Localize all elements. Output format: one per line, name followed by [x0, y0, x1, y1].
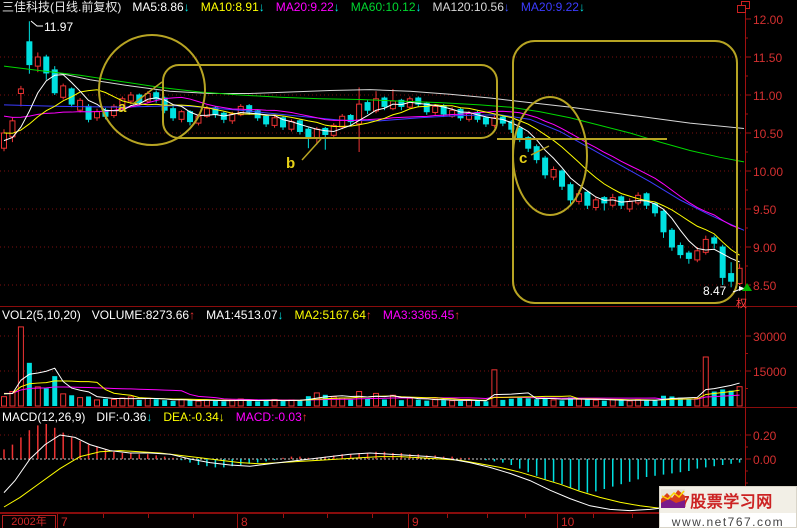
month-separator	[57, 514, 58, 528]
axis-tick-label: 30000	[753, 330, 787, 344]
up-arrow-icon: ↑	[189, 308, 196, 322]
high-price-label: 11.97	[44, 20, 74, 34]
axis-tick-label: 10.00	[753, 165, 784, 179]
cascade-windows-icon[interactable]	[737, 1, 751, 13]
main-legend-item: MA5:8.86↓	[132, 0, 190, 14]
main-legend-item: MA60:10.12↓	[350, 0, 422, 14]
macd-legend-item: MACD:-0.03↑	[235, 410, 308, 424]
axis-tick-label: 12.00	[753, 13, 784, 27]
volume-legend: VOL2(5,10,20) VOLUME:8273.66↑ MA1:4513.07↓…	[2, 309, 460, 322]
macd-legend-item: MACD(12,26,9)	[2, 410, 86, 424]
macd-histogram	[3, 424, 741, 493]
down-arrow-icon: ↓	[277, 308, 284, 322]
down-arrow-icon: ↓	[578, 0, 585, 14]
down-arrow-icon: ↓	[503, 0, 510, 14]
axis-tick-label: 11.50	[753, 51, 783, 65]
up-arrow-icon: ↑	[301, 410, 308, 424]
week-tick	[632, 514, 633, 518]
week-tick	[327, 514, 328, 518]
ex-rights-marker: 权	[736, 298, 747, 310]
week-tick	[525, 514, 526, 518]
week-tick	[283, 514, 284, 518]
week-tick	[593, 514, 594, 518]
month-separator	[557, 514, 558, 528]
month-separator	[237, 514, 238, 528]
volume-legend-item: MA3:3365.45↑	[382, 308, 461, 322]
watermark-url[interactable]: www.net767.com	[671, 515, 785, 528]
month-label-8: 8	[241, 515, 248, 528]
volume-ma-lines	[3, 367, 740, 402]
week-tick	[487, 514, 488, 518]
annotation-letter-b: b	[286, 155, 296, 172]
analyst-annotations	[98, 34, 738, 304]
axis-tick-label: 8.50	[753, 279, 777, 293]
volume-legend-item: MA1:4513.07↓	[206, 308, 284, 322]
main-legend-item: MA20:9.22↓	[520, 0, 585, 14]
main-chart-legend: 三佳科技(日线.前复权) MA5:8.86↓ MA10:8.91↓ MA20:9.22…	[2, 1, 585, 14]
volume-legend-item: VOL2(5,10,20)	[2, 308, 81, 322]
down-arrow-icon: ↓	[183, 0, 190, 14]
watermark-logo-icon	[661, 489, 685, 508]
year-label: 2002年	[2, 515, 56, 528]
event-triangle-icon	[742, 283, 752, 291]
macd-lines	[3, 434, 745, 512]
month-separator	[408, 514, 409, 528]
month-label-7: 7	[61, 515, 68, 528]
month-label-9: 9	[412, 515, 419, 528]
watermark-767: 767股票学习网 www.net767.com	[659, 486, 797, 528]
macd-legend: MACD(12,26,9) DIF:-0.36↓ DEA:-0.34↓ MACD:-0…	[2, 411, 308, 424]
axis-tick-label: 0.00	[753, 453, 777, 467]
week-tick	[148, 514, 149, 518]
volume-legend-item: MA2:5167.64↑	[294, 308, 372, 322]
up-arrow-icon: ↑	[454, 308, 461, 322]
pane-borders	[0, 10, 797, 513]
month-label-10: 10	[561, 515, 575, 528]
down-arrow-icon: ↓	[333, 0, 340, 14]
price-pointers	[30, 20, 752, 293]
annotation-letter-c: c	[519, 150, 528, 167]
week-tick	[372, 514, 373, 518]
annotation-letter-a: a	[118, 99, 127, 116]
down-arrow-icon: ↓	[258, 0, 265, 14]
main-legend-item: 三佳科技(日线.前复权)	[2, 0, 122, 14]
axis-tick-label: 15000	[753, 365, 787, 379]
gridlines	[0, 56, 744, 460]
axis-tick-label: 9.00	[753, 241, 777, 255]
macd-legend-item: DEA:-0.34↓	[163, 410, 225, 424]
week-tick	[447, 514, 448, 518]
main-legend-item: MA120:10.56↓	[432, 0, 510, 14]
axis-tick-label: 0.20	[753, 429, 777, 443]
week-tick	[193, 514, 194, 518]
time-axis[interactable]: 2002年 7 8 9 10	[0, 513, 797, 528]
main-legend-item: MA20:9.22↓	[275, 0, 340, 14]
up-arrow-icon: ↑	[365, 308, 372, 322]
macd-legend-item: DIF:-0.36↓	[96, 410, 153, 424]
low-price-label: 8.47	[703, 284, 727, 298]
volume-bars[interactable]	[1, 326, 743, 407]
axis-tick-label: 10.50	[753, 127, 784, 141]
week-tick	[103, 514, 104, 518]
down-arrow-icon: ↓	[218, 410, 225, 424]
main-legend-item: MA10:8.91↓	[200, 0, 265, 14]
axis-tick-label: 11.00	[753, 89, 783, 103]
watermark-site-name[interactable]: 767股票学习网	[662, 494, 773, 511]
axis-tick-label: 9.50	[753, 203, 777, 217]
down-arrow-icon: ↓	[415, 0, 422, 14]
down-arrow-icon: ↓	[146, 410, 153, 424]
volume-legend-item: VOLUME:8273.66↑	[91, 308, 196, 322]
